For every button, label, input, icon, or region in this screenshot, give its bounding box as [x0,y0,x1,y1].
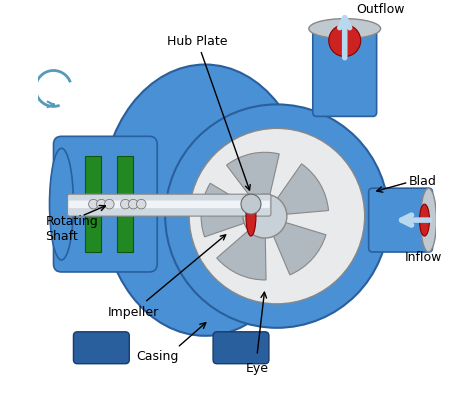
Ellipse shape [49,149,73,260]
Circle shape [165,105,389,328]
Wedge shape [265,217,326,275]
Ellipse shape [246,196,256,237]
Text: Casing: Casing [136,349,178,363]
Circle shape [128,200,138,209]
Wedge shape [201,184,265,237]
Circle shape [243,194,287,239]
FancyBboxPatch shape [213,332,269,364]
Bar [85,157,101,252]
Text: Blad: Blad [409,174,437,187]
Ellipse shape [419,205,429,237]
Ellipse shape [420,189,437,252]
Circle shape [89,200,98,209]
Circle shape [189,129,365,304]
FancyBboxPatch shape [369,189,432,252]
FancyBboxPatch shape [54,137,157,272]
Text: Hub Plate: Hub Plate [167,35,250,190]
Ellipse shape [101,65,309,336]
Text: Impeller: Impeller [108,235,226,318]
Wedge shape [217,217,266,280]
Text: Rotating
Shaft: Rotating Shaft [46,215,98,243]
Bar [118,157,133,252]
Wedge shape [265,164,328,217]
Text: Outflow: Outflow [356,3,405,16]
FancyBboxPatch shape [67,194,271,217]
FancyBboxPatch shape [69,201,270,209]
Circle shape [97,200,106,209]
Circle shape [120,200,130,209]
Text: Inflow: Inflow [404,250,442,263]
Circle shape [329,26,361,57]
Wedge shape [227,153,279,217]
Text: Eye: Eye [246,361,268,374]
Circle shape [137,200,146,209]
Circle shape [105,200,114,209]
Circle shape [241,194,261,215]
FancyBboxPatch shape [73,332,129,364]
FancyBboxPatch shape [313,30,377,117]
Ellipse shape [309,20,381,39]
